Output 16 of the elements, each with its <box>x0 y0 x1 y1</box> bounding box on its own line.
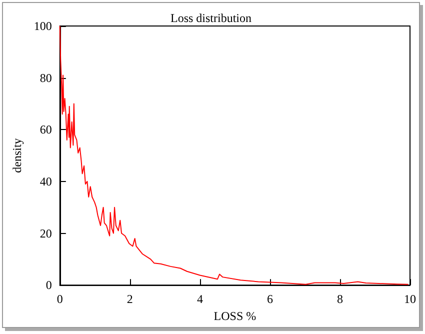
y-tick-label: 40 <box>40 174 52 188</box>
y-tick-label: 80 <box>40 70 52 85</box>
x-tick-label: 6 <box>266 292 273 306</box>
x-tick-label: 10 <box>404 292 416 306</box>
line-series <box>59 26 409 285</box>
x-axis-title: LOSS % <box>214 309 256 323</box>
x-tick-label: 2 <box>126 292 133 306</box>
y-tick-label: 100 <box>34 19 52 33</box>
y-axis-title: density <box>10 138 24 173</box>
chart-title: Loss distribution <box>170 11 252 25</box>
x-tick-label: 0 <box>56 292 63 306</box>
y-tick-label: 20 <box>40 226 52 240</box>
x-tick-label: 4 <box>196 292 203 306</box>
y-tick-label: 0 <box>46 278 52 292</box>
y-tick-label: 60 <box>40 122 52 137</box>
x-tick-label: 8 <box>336 292 343 306</box>
